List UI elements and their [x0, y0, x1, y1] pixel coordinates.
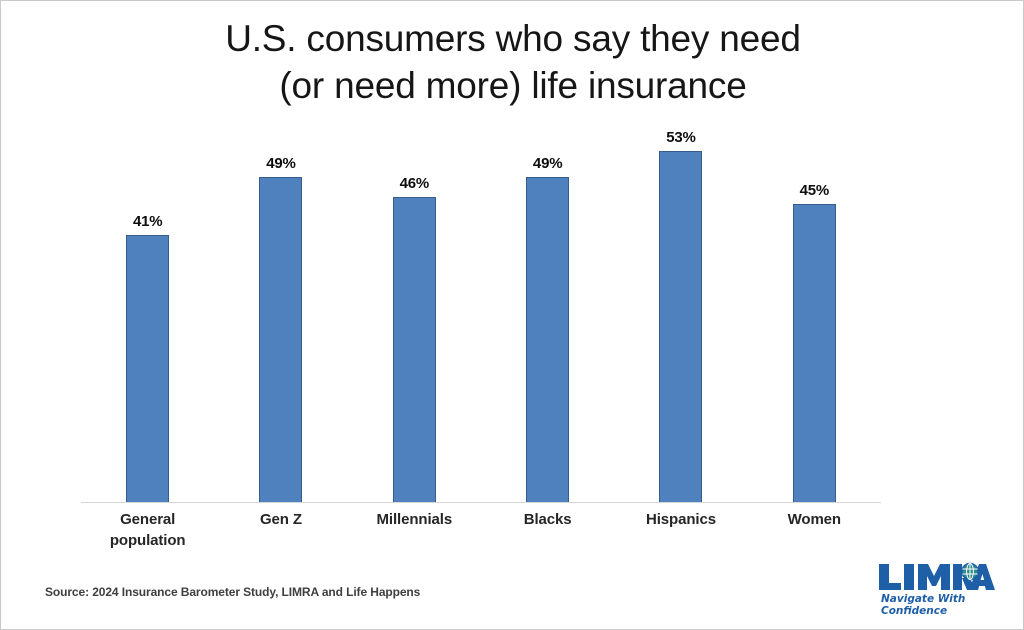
x-tick-label: Millennials — [376, 511, 453, 528]
bar-value-label: 45% — [799, 182, 830, 199]
x-tick-label: Women — [787, 511, 842, 528]
x-tick-label: Gen Z — [259, 511, 302, 528]
x-tick-general-population: General population — [81, 509, 214, 569]
x-tick-hispanics: Hispanics — [614, 509, 747, 569]
limra-logo: Navigate With Confidence — [877, 562, 995, 620]
chart-title-line-1: U.S. consumers who say they need — [225, 18, 801, 59]
bar-gen-z[interactable] — [259, 177, 303, 503]
bar-blacks[interactable] — [526, 177, 570, 503]
bar-value-label: 41% — [132, 213, 163, 230]
bar-group-women: 45% — [748, 111, 881, 503]
bar-value-label: 49% — [532, 155, 563, 172]
bar-women[interactable] — [792, 204, 836, 503]
bar-group-general-population: 41% — [81, 111, 214, 503]
bar-group-blacks: 49% — [481, 111, 614, 503]
bar-group-millennials: 46% — [348, 111, 481, 503]
limra-wordmark-icon — [877, 562, 995, 592]
source-note: Source: 2024 Insurance Barometer Study, … — [45, 585, 421, 599]
x-tick-women: Women — [748, 509, 881, 569]
x-axis-line — [81, 502, 881, 503]
bar-millennials[interactable] — [392, 197, 436, 503]
bar-value-label: 49% — [266, 155, 296, 172]
bar-group-hispanics: 53% — [614, 111, 747, 503]
bar-series: 41% 49% 46% 49% 53% 45% — [81, 111, 881, 503]
bar-value-label: 46% — [399, 175, 430, 192]
chart-title-line-2: (or need more) life insurance — [279, 65, 747, 106]
bar-hispanics[interactable] — [659, 151, 703, 503]
x-tick-label: Blacks — [523, 511, 572, 528]
x-tick-gen-z: Gen Z — [214, 509, 347, 569]
chart-title: U.S. consumers who say they need (or nee… — [1, 15, 1023, 109]
x-axis-tick-labels: General population Gen Z Millennials Bla… — [81, 509, 881, 569]
bar-value-label: 53% — [666, 129, 696, 146]
limra-tagline: Navigate With Confidence — [881, 593, 966, 617]
x-tick-millennials: Millennials — [348, 509, 481, 569]
bar-general-population[interactable] — [126, 235, 170, 503]
x-tick-blacks: Blacks — [481, 509, 614, 569]
x-tick-label: Hispanics — [645, 511, 716, 528]
x-tick-label: General population — [109, 511, 186, 549]
bar-group-gen-z: 49% — [214, 111, 347, 503]
